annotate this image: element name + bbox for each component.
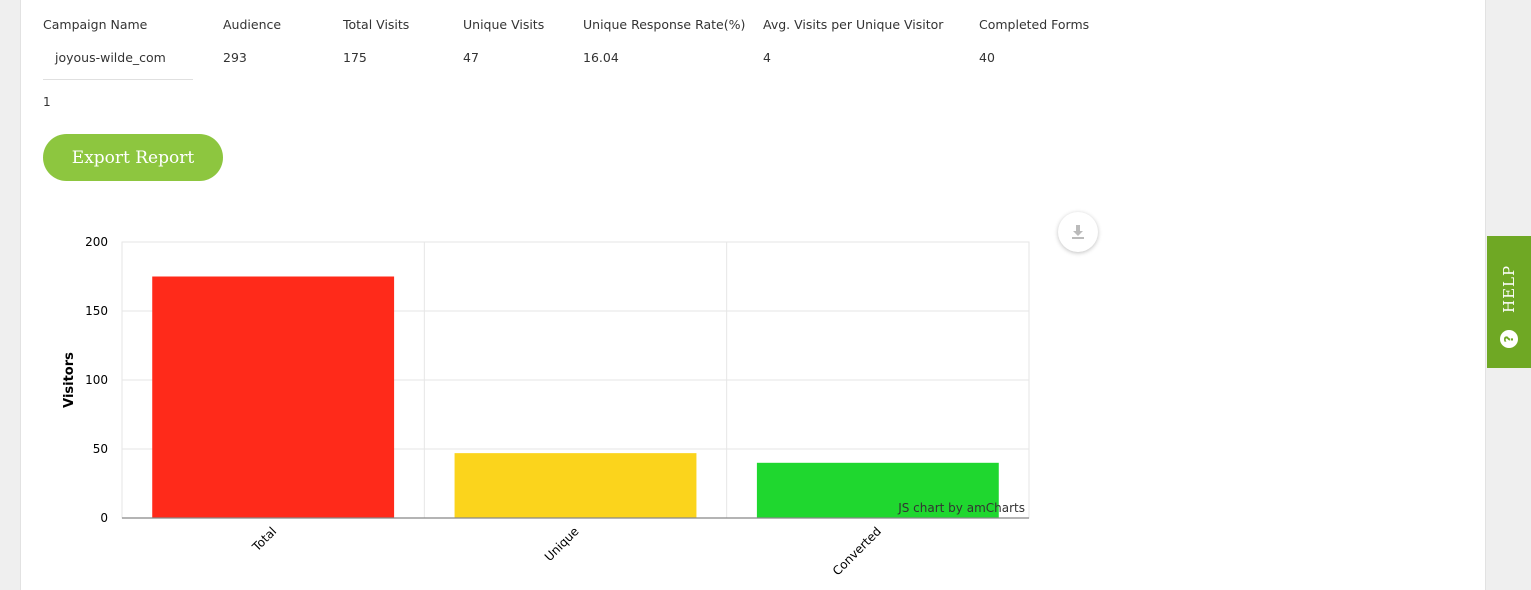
y-tick-label: 0: [100, 511, 108, 525]
chart-download-button[interactable]: [1058, 212, 1098, 252]
cell-campaign-name: joyous-wilde_com: [55, 50, 166, 65]
x-tick-label: Total: [249, 524, 279, 554]
bar-total: [152, 276, 395, 518]
cell-avg-visits: 4: [763, 50, 771, 65]
question-circle-icon: ?: [1500, 330, 1518, 348]
col-header-audience: Audience: [223, 17, 282, 32]
col-header-completed-forms: Completed Forms: [979, 17, 1090, 32]
y-tick-label: 150: [85, 304, 108, 318]
col-header-campaign-name: Campaign Name: [43, 17, 148, 32]
pagination-page[interactable]: 1: [43, 95, 51, 109]
row-divider: [43, 79, 193, 80]
bar-chart: 0 50 100 150 200 Total Unique Converted Visitors…: [62, 235, 1030, 578]
col-header-avg-visits: Avg. Visits per Unique Visitor: [763, 17, 944, 32]
amcharts-credit: JS chart by amCharts: [897, 501, 1025, 515]
cell-unique-visits: 47: [463, 50, 479, 65]
x-tick-label: Unique: [542, 524, 582, 564]
y-axis-title: Visitors: [62, 352, 77, 408]
help-label: HELP: [1500, 264, 1518, 313]
col-header-total-visits: Total Visits: [343, 17, 410, 32]
x-tick-label: Converted: [830, 524, 884, 578]
report-panel: Campaign Name Audience Total Visits Uniq…: [20, 0, 1486, 590]
download-icon: [1072, 225, 1084, 239]
bar-unique: [454, 453, 697, 518]
col-header-unique-visits: Unique Visits: [463, 17, 545, 32]
col-header-unique-response-rate: Unique Response Rate(%): [583, 17, 746, 32]
cell-completed-forms: 40: [979, 50, 995, 65]
y-tick-label: 50: [93, 442, 108, 456]
help-tab[interactable]: HELP ?: [1487, 236, 1531, 368]
cell-audience: 293: [223, 50, 247, 65]
cell-total-visits: 175: [343, 50, 367, 65]
export-report-button[interactable]: Export Report: [43, 134, 223, 181]
bar-converted: [756, 462, 999, 518]
y-tick-label: 100: [85, 373, 108, 387]
cell-unique-response-rate: 16.04: [583, 50, 619, 65]
y-tick-label: 200: [85, 235, 108, 249]
